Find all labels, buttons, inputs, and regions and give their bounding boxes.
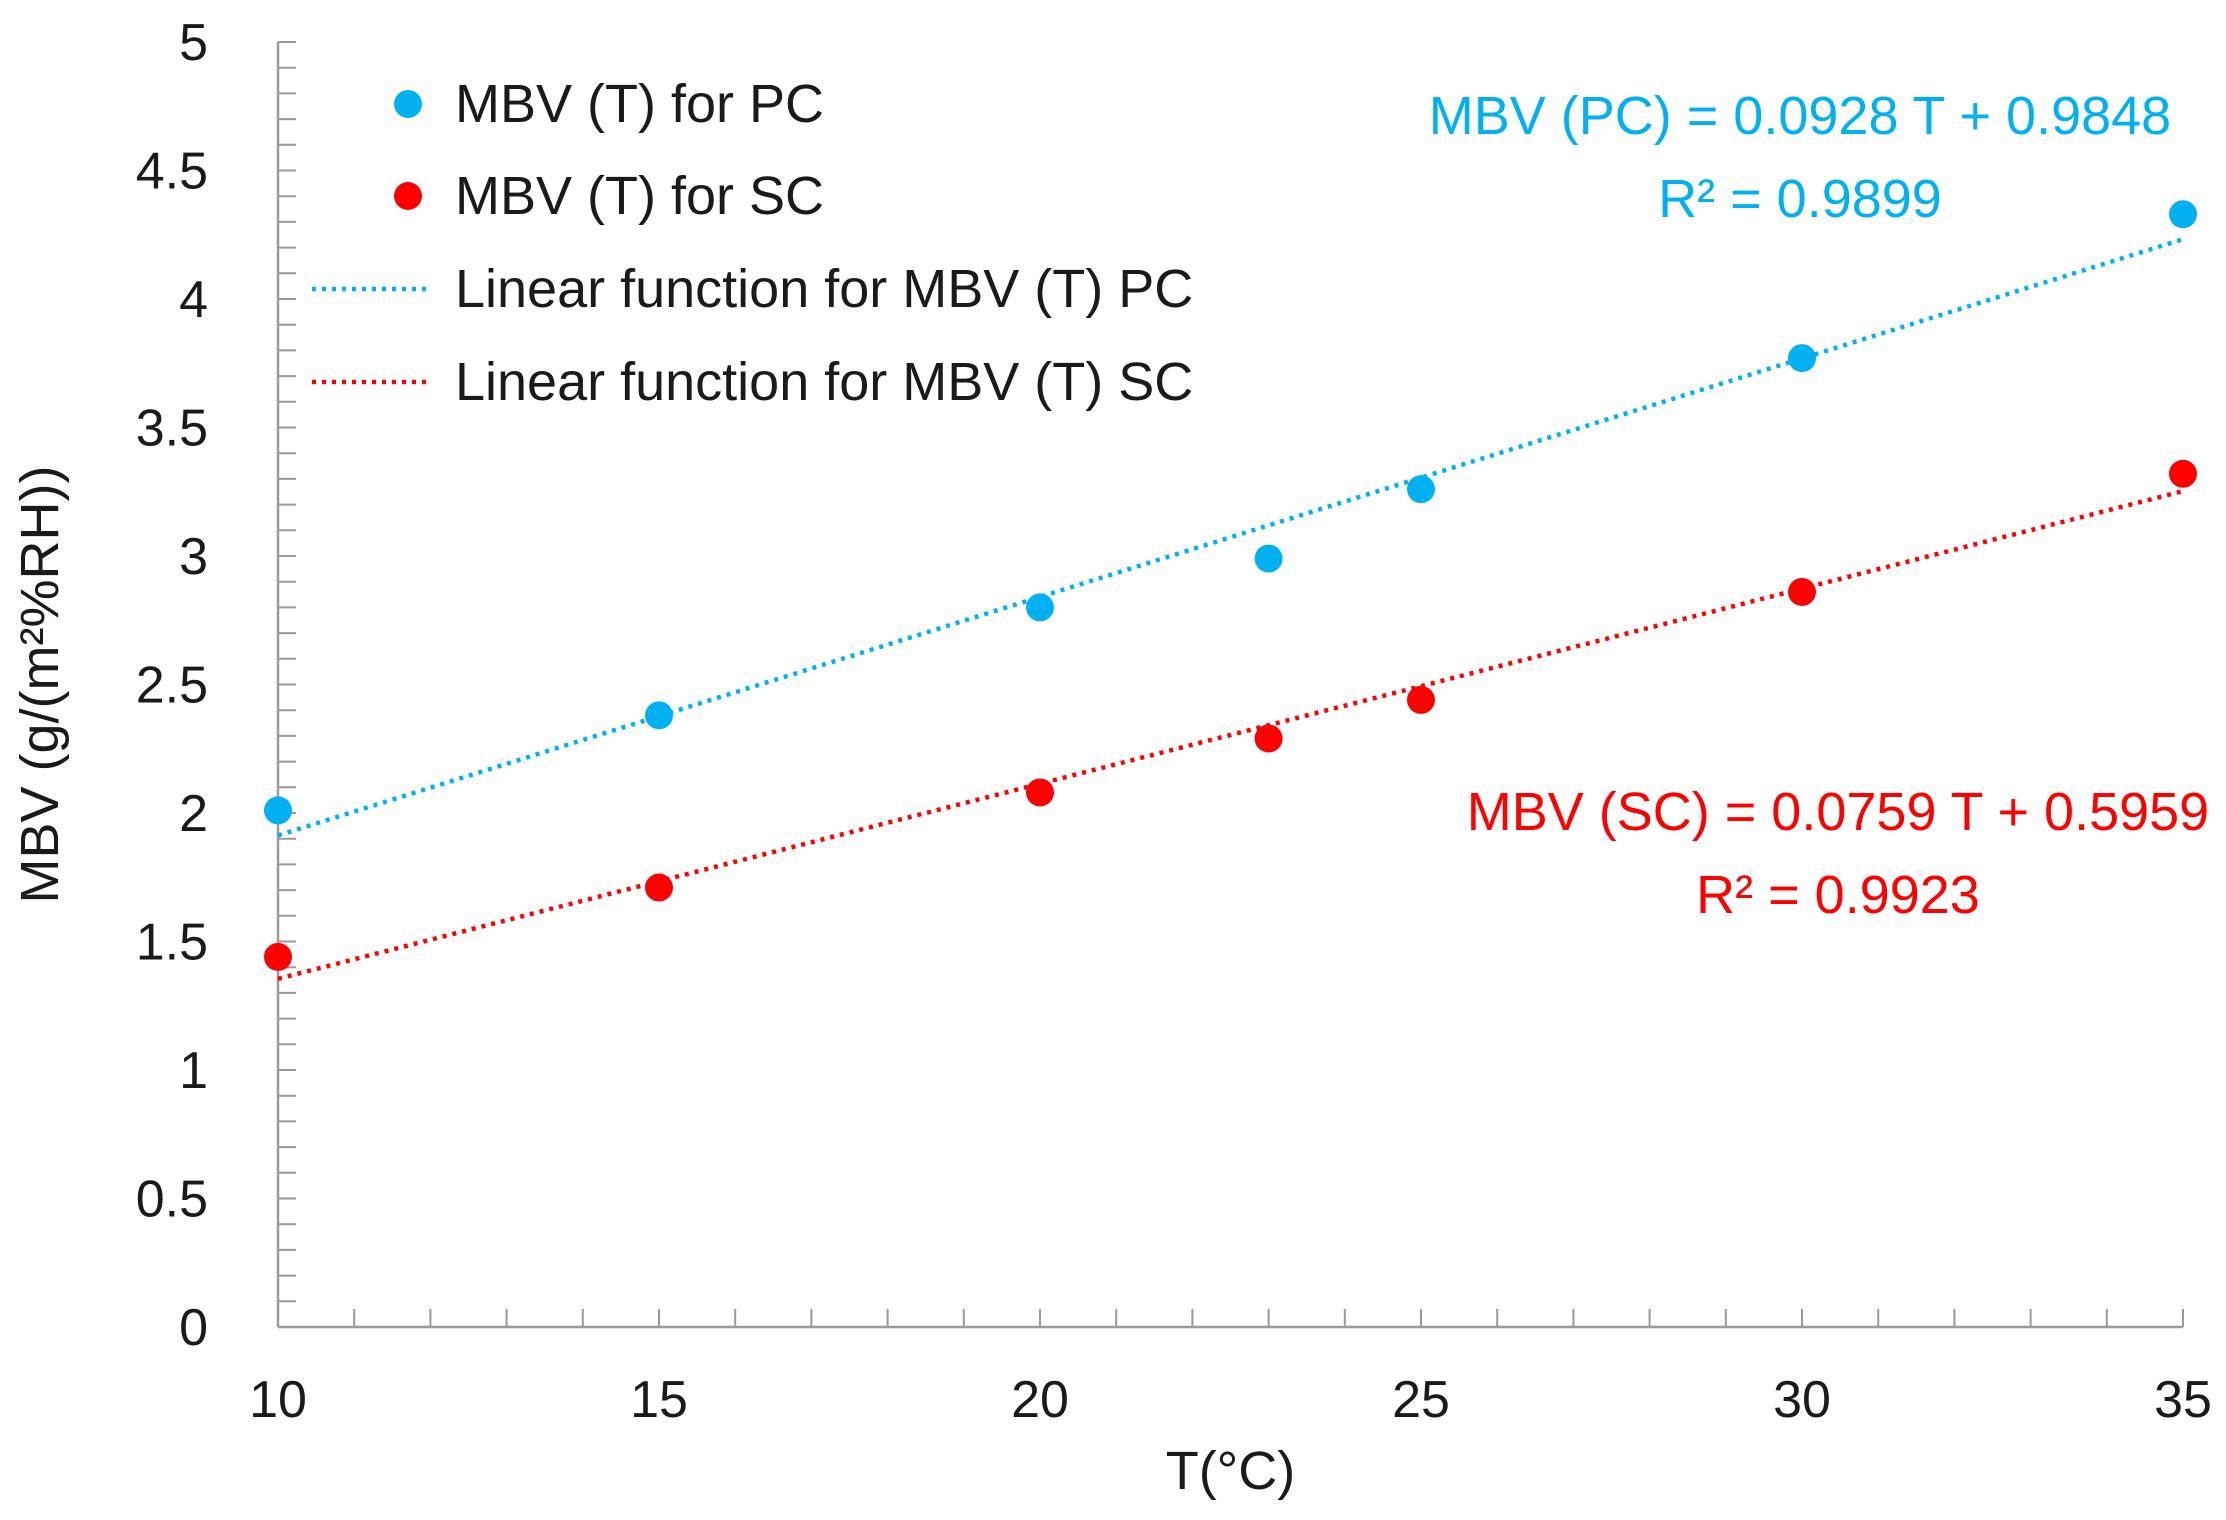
y-axis-minor-ticks bbox=[278, 41, 296, 1328]
y-tick-label: 4 bbox=[179, 271, 208, 329]
legend: MBV (T) for PC MBV (T) for SC Linear fun… bbox=[312, 74, 1193, 412]
data-point-pc bbox=[1407, 475, 1435, 504]
legend-label-linear-pc: Linear function for MBV (T) PC bbox=[455, 259, 1193, 319]
y-tick-label: 0 bbox=[179, 1299, 208, 1357]
data-point-sc bbox=[2169, 459, 2197, 488]
trendline-equations: MBV (PC) = 0.0928 T + 0.9848 R² = 0.9899… bbox=[1429, 86, 2209, 925]
x-axis-tick-labels: 10 15 20 25 30 35 bbox=[249, 1371, 2212, 1429]
r-squared-sc: R² = 0.9923 bbox=[1696, 865, 1980, 925]
data-point-pc bbox=[2169, 200, 2197, 229]
y-tick-label: 1 bbox=[179, 1042, 208, 1100]
trendline-sc bbox=[277, 488, 2184, 981]
data-point-sc bbox=[1788, 577, 1816, 606]
x-axis-minor-ticks bbox=[277, 1309, 2184, 1327]
y-tick-label: 3 bbox=[179, 528, 208, 586]
x-tick-label: 35 bbox=[2154, 1371, 2212, 1429]
x-tick-label: 25 bbox=[1392, 1371, 1450, 1429]
data-point-pc bbox=[645, 701, 673, 730]
legend-marker-pc bbox=[394, 90, 422, 118]
x-tick-label: 30 bbox=[1773, 1371, 1831, 1429]
equation-pc: MBV (PC) = 0.0928 T + 0.9848 bbox=[1429, 86, 2171, 146]
y-tick-label: 3.5 bbox=[136, 400, 208, 458]
data-point-sc bbox=[645, 873, 673, 902]
y-axis-tick-labels: 0 0.5 1 1.5 2 2.5 3 3.5 4 4.5 5 bbox=[136, 14, 208, 1357]
data-points bbox=[264, 200, 2197, 971]
data-point-pc bbox=[1026, 593, 1054, 622]
x-tick-label: 10 bbox=[249, 1371, 307, 1429]
data-point-sc bbox=[264, 942, 292, 971]
legend-label-sc: MBV (T) for SC bbox=[455, 166, 824, 226]
legend-marker-sc bbox=[394, 182, 422, 210]
x-axis-title: T(°C) bbox=[1166, 1441, 1296, 1501]
data-point-pc bbox=[1254, 544, 1283, 573]
trendline-pc bbox=[277, 237, 2184, 838]
data-point-pc bbox=[1788, 344, 1816, 373]
data-point-sc bbox=[1254, 724, 1283, 753]
y-axis-title: MBV (g/(m²%RH)) bbox=[10, 466, 70, 904]
data-point-sc bbox=[1026, 778, 1054, 807]
legend-label-pc: MBV (T) for PC bbox=[455, 74, 824, 134]
x-tick-label: 20 bbox=[1011, 1371, 1069, 1429]
y-tick-label: 2.5 bbox=[136, 657, 208, 715]
trendlines bbox=[277, 237, 2184, 981]
r-squared-pc: R² = 0.9899 bbox=[1658, 169, 1942, 229]
x-tick-label: 15 bbox=[630, 1371, 688, 1429]
data-point-sc bbox=[1407, 685, 1435, 714]
legend-label-linear-sc: Linear function for MBV (T) SC bbox=[455, 352, 1193, 412]
data-point-pc bbox=[264, 796, 292, 825]
y-tick-label: 2 bbox=[179, 785, 208, 843]
equation-sc: MBV (SC) = 0.0759 T + 0.5959 bbox=[1467, 782, 2209, 842]
y-tick-label: 0.5 bbox=[136, 1171, 208, 1229]
y-tick-label: 5 bbox=[179, 14, 208, 72]
y-tick-label: 4.5 bbox=[136, 143, 208, 201]
y-tick-label: 1.5 bbox=[136, 914, 208, 972]
